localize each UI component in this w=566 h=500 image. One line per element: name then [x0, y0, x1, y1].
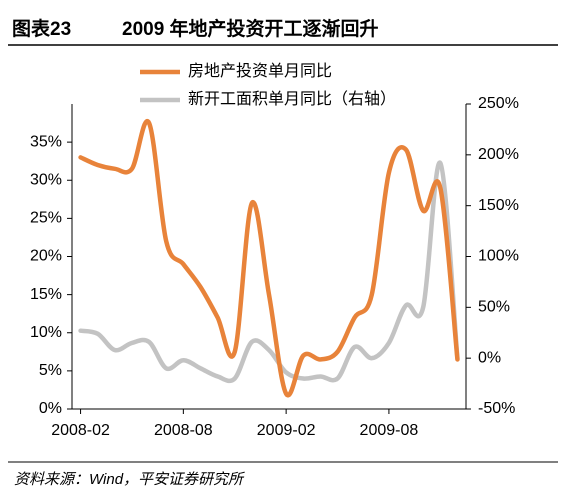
legend-label: 房地产投资单月同比 — [188, 62, 332, 80]
y-tick-label: 15% — [30, 286, 62, 303]
y-tick-label: 10% — [30, 324, 62, 341]
x-tick-label: 2009-08 — [360, 422, 419, 439]
chart-title: 2009 年地产投资开工逐渐回升 — [122, 17, 379, 40]
y-tick-label: 35% — [30, 133, 62, 150]
x-tick-label: 2008-02 — [51, 422, 110, 439]
legend-label: 新开工面积单月同比（右轴） — [188, 90, 396, 108]
y-tick-label: 20% — [30, 248, 62, 265]
y2-tick-label: 50% — [478, 299, 510, 316]
y2-tick-label: 150% — [478, 197, 519, 214]
series-line — [78, 118, 460, 398]
series-line — [78, 160, 460, 384]
y2-tick-label: 0% — [478, 349, 501, 366]
y-tick-label: 5% — [39, 362, 62, 379]
y2-tick-label: -50% — [478, 400, 515, 417]
y2-tick-label: 200% — [478, 146, 519, 163]
y-tick-label: 0% — [39, 400, 62, 417]
x-tick-label: 2009-02 — [257, 422, 316, 439]
source: 资料来源：Wind，平安证券研究所 — [14, 471, 245, 488]
y2-tick-label: 250% — [478, 95, 519, 112]
y2-tick-label: 100% — [478, 248, 519, 265]
x-tick-label: 2008-08 — [154, 422, 213, 439]
y-tick-label: 30% — [30, 171, 62, 188]
y-tick-label: 25% — [30, 210, 62, 227]
chart-title-label: 图表23 — [12, 17, 71, 40]
